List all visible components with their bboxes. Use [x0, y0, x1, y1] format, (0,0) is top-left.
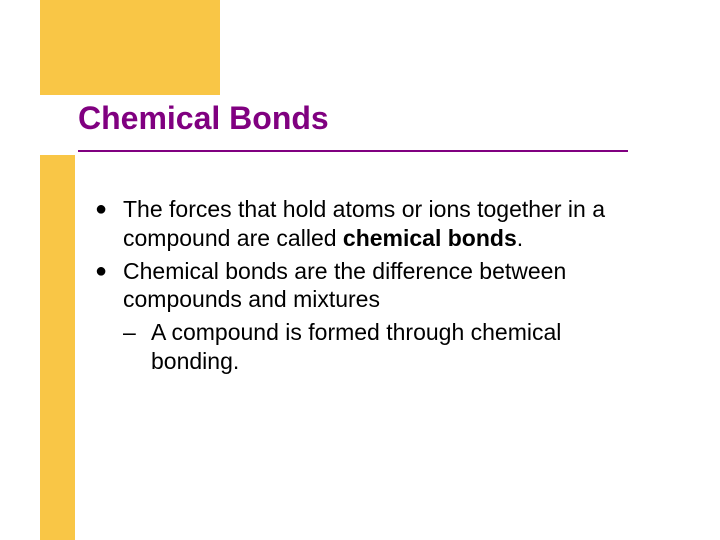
title-underline	[78, 150, 628, 152]
sub-bullet-item: – A compound is formed through chemical …	[123, 318, 655, 376]
accent-block-top	[40, 0, 220, 95]
accent-block-left	[40, 155, 75, 540]
bullet-item: ● Chemical bonds are the difference betw…	[95, 257, 655, 315]
bullet-pre: Chemical bonds are the difference betwee…	[123, 258, 566, 313]
bullet-dot-icon: ●	[95, 195, 123, 253]
slide-body: ● The forces that hold atoms or ions tog…	[95, 195, 655, 376]
dash-icon: –	[123, 318, 151, 376]
bullet-bold: chemical bonds	[343, 225, 517, 251]
bullet-text: The forces that hold atoms or ions toget…	[123, 195, 655, 253]
bullet-post: .	[517, 225, 523, 251]
bullet-dot-icon: ●	[95, 257, 123, 315]
sub-bullet-text: A compound is formed through chemical bo…	[151, 318, 655, 376]
bullet-text: Chemical bonds are the difference betwee…	[123, 257, 655, 315]
slide-title: Chemical Bonds	[78, 100, 329, 137]
bullet-item: ● The forces that hold atoms or ions tog…	[95, 195, 655, 253]
